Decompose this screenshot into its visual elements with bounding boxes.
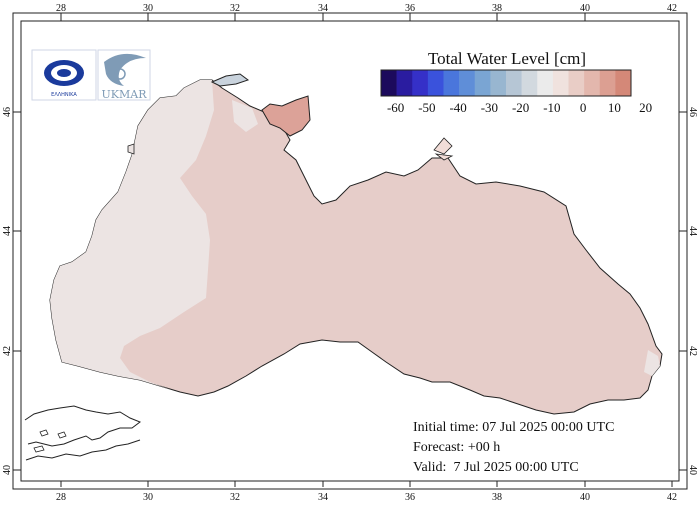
info-valid: Valid: 7 Jul 2025 00:00 UTC xyxy=(413,460,579,475)
lon-label: 36 xyxy=(405,492,415,503)
lon-label: 40 xyxy=(580,492,590,503)
marmara-south xyxy=(25,439,141,461)
lon-label: 38 xyxy=(492,3,502,14)
colorbar-swatch xyxy=(396,70,413,96)
colorbar: -60 -50 -40 -30 -20 -10 0 10 20 xyxy=(380,69,652,115)
sea-west-shelf xyxy=(50,80,214,390)
colorbar-label: 0 xyxy=(580,100,587,115)
lon-label: 38 xyxy=(492,492,502,503)
colorbar-swatch xyxy=(412,70,429,96)
lat-label: 44 xyxy=(687,226,698,236)
lon-label: 40 xyxy=(580,3,590,14)
sea-east-tip xyxy=(644,350,660,376)
lon-label: 30 xyxy=(143,492,153,503)
small-lagoon xyxy=(127,143,135,155)
colorbar-swatch xyxy=(599,70,616,96)
lagoon-north xyxy=(210,73,250,87)
lon-label: 42 xyxy=(667,492,677,503)
lon-label: 34 xyxy=(318,3,328,14)
info-forecast: Forecast: +00 h xyxy=(413,440,501,455)
logo-hnms: ΕΛΛΗΝΙΚΑ xyxy=(31,49,97,101)
lon-label: 36 xyxy=(405,3,415,14)
lon-label: 42 xyxy=(667,3,677,14)
colorbar-label: 20 xyxy=(639,100,652,115)
marmara-coast xyxy=(24,405,142,447)
ticks-bottom xyxy=(13,13,687,487)
lat-label: 46 xyxy=(2,107,13,117)
kerch-spit xyxy=(433,137,453,155)
colorbar-swatch xyxy=(474,70,491,96)
colorbar-swatch xyxy=(552,70,569,96)
colorbar-label: -20 xyxy=(512,100,529,115)
lon-label: 32 xyxy=(230,492,240,503)
colorbar-label: -60 xyxy=(387,100,404,115)
lat-label: 42 xyxy=(2,346,13,356)
lon-label: 28 xyxy=(56,3,66,14)
colorbar-swatch xyxy=(537,70,554,96)
colorbar-swatch xyxy=(459,70,476,96)
sea-azov xyxy=(261,95,311,137)
info-initial-time: Initial time: 07 Jul 2025 00:00 UTC xyxy=(413,420,615,435)
colorbar-swatch xyxy=(521,70,538,96)
sea-crimea-patch xyxy=(232,100,258,132)
colorbar-border xyxy=(380,69,632,97)
colorbar-title: Total Water Level [cm] xyxy=(428,49,586,68)
colorbar-swatch xyxy=(381,70,397,96)
lon-label: 28 xyxy=(56,492,66,503)
kerch-spit-2 xyxy=(434,153,454,161)
colorbar-swatch xyxy=(584,70,601,96)
colorbar-swatch xyxy=(506,70,522,96)
colorbar-label: -50 xyxy=(418,100,435,115)
lat-labels-left: 40 42 44 46 xyxy=(2,107,13,475)
lat-label: 42 xyxy=(687,346,698,356)
lat-label: 44 xyxy=(2,226,13,236)
lon-label: 34 xyxy=(318,492,328,503)
lat-labels-right: 40 42 44 46 xyxy=(687,107,698,475)
map-frame-outer xyxy=(12,12,688,490)
lon-label: 30 xyxy=(143,3,153,14)
lat-label: 46 xyxy=(687,107,698,117)
colorbar-label: -40 xyxy=(449,100,466,115)
colorbar-swatch xyxy=(615,70,632,96)
logo-ukmar-caption: UKMAR xyxy=(102,88,148,101)
lat-label: 40 xyxy=(2,465,13,475)
colorbar-swatch xyxy=(490,70,507,96)
colorbar-label: 10 xyxy=(608,100,621,115)
colorbar-swatch xyxy=(443,70,460,96)
logo-hnms-caption: ΕΛΛΗΝΙΚΑ xyxy=(51,92,77,98)
lat-label: 40 xyxy=(687,465,698,475)
colorbar-label: -10 xyxy=(543,100,560,115)
marmara-islands xyxy=(33,429,67,453)
lon-labels-bottom: 28 30 32 34 36 38 40 42 xyxy=(56,492,677,503)
lon-label: 32 xyxy=(230,3,240,14)
logo-ukmar: UKMAR xyxy=(97,49,151,101)
colorbar-swatch xyxy=(427,70,444,96)
colorbar-swatch xyxy=(568,70,585,96)
colorbar-label: -30 xyxy=(481,100,498,115)
lon-labels-top: 28 30 32 34 36 38 40 42 xyxy=(56,3,677,14)
